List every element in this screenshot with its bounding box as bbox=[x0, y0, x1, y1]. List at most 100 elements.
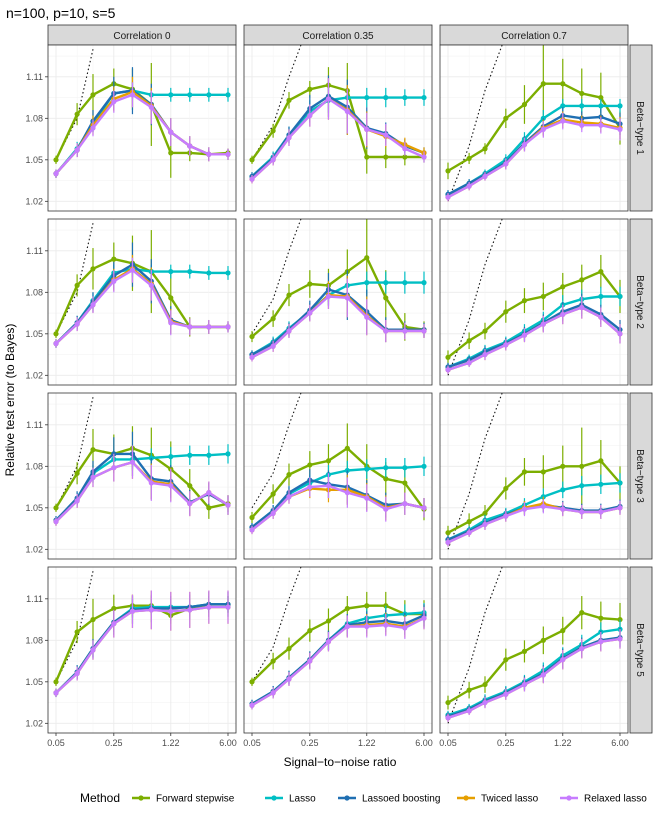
data-point bbox=[74, 629, 80, 635]
data-point bbox=[225, 451, 231, 457]
y-tick-label: 1.02 bbox=[25, 544, 43, 554]
data-point bbox=[187, 143, 193, 149]
data-point bbox=[383, 328, 389, 334]
data-point bbox=[540, 637, 546, 643]
panel-background bbox=[244, 567, 432, 733]
row-strip bbox=[629, 392, 653, 560]
data-point bbox=[225, 604, 231, 610]
data-point bbox=[307, 310, 313, 316]
series-line bbox=[447, 637, 621, 719]
data-point bbox=[168, 483, 174, 489]
data-point bbox=[579, 304, 585, 311]
data-point bbox=[270, 658, 276, 664]
data-point bbox=[598, 314, 604, 320]
data-point bbox=[364, 255, 370, 261]
data-point bbox=[503, 309, 509, 315]
data-point bbox=[521, 142, 528, 148]
data-point bbox=[598, 94, 604, 101]
legend-label: Lassoed boosting bbox=[362, 794, 440, 805]
panel-plot-area bbox=[445, 567, 623, 724]
data-point bbox=[53, 331, 59, 337]
data-point bbox=[307, 484, 313, 490]
legend-item: Lassoed boosting bbox=[338, 794, 440, 805]
legend-label: Lasso bbox=[289, 794, 316, 805]
data-point bbox=[421, 328, 427, 334]
data-point bbox=[482, 699, 488, 706]
data-point bbox=[286, 135, 292, 141]
panel-border bbox=[47, 218, 237, 386]
data-point bbox=[90, 302, 96, 308]
data-point bbox=[53, 505, 59, 511]
panel-background bbox=[48, 45, 236, 211]
data-point bbox=[129, 92, 136, 98]
panel-border bbox=[439, 218, 629, 386]
series-line bbox=[447, 505, 621, 544]
data-point bbox=[325, 639, 332, 645]
panel bbox=[47, 392, 237, 560]
data-point bbox=[540, 672, 546, 678]
series-relaxed-lasso bbox=[445, 296, 623, 374]
bayes-dotted-curve bbox=[251, 45, 302, 161]
data-point bbox=[249, 527, 255, 533]
data-point bbox=[402, 480, 408, 486]
y-tick-label: 1.02 bbox=[25, 196, 43, 206]
data-point bbox=[90, 447, 96, 453]
data-point bbox=[187, 501, 193, 507]
data-point bbox=[206, 604, 212, 610]
panel-plot-area bbox=[53, 571, 231, 698]
chart-title: n=100, p=10, s=5 bbox=[6, 5, 116, 21]
y-tick-label: 1.08 bbox=[25, 113, 43, 123]
data-point bbox=[466, 687, 472, 693]
panel bbox=[439, 392, 629, 560]
y-tick-label: 1.11 bbox=[26, 246, 43, 256]
data-point bbox=[402, 501, 408, 507]
data-point bbox=[383, 154, 389, 160]
data-point bbox=[482, 681, 488, 688]
series-relaxed-lasso bbox=[249, 607, 427, 710]
data-point bbox=[364, 154, 370, 160]
data-point bbox=[598, 615, 604, 621]
data-point bbox=[540, 321, 546, 327]
data-point bbox=[540, 469, 546, 475]
series-forward-stepwise bbox=[445, 254, 623, 365]
data-point bbox=[90, 125, 96, 131]
panel-plot-area bbox=[53, 49, 231, 178]
data-point bbox=[445, 168, 451, 174]
series-line bbox=[251, 256, 425, 338]
data-point bbox=[206, 270, 212, 276]
data-point bbox=[402, 328, 408, 334]
data-point bbox=[560, 311, 566, 318]
data-point bbox=[579, 610, 585, 616]
data-point bbox=[521, 469, 528, 475]
data-point bbox=[270, 316, 276, 322]
y-axis-label: Relative test error (to Bayes) bbox=[3, 324, 17, 477]
data-point bbox=[148, 607, 154, 613]
panel-background bbox=[48, 567, 236, 733]
row-strip bbox=[629, 218, 653, 386]
data-point bbox=[90, 474, 96, 480]
series-relaxed-lasso bbox=[249, 78, 427, 184]
x-tick-label: 6.00 bbox=[415, 738, 433, 748]
data-point bbox=[466, 530, 472, 536]
panel-border bbox=[47, 566, 237, 734]
data-point bbox=[364, 94, 370, 101]
y-tick-label: 1.08 bbox=[25, 635, 43, 645]
data-point bbox=[503, 513, 509, 519]
data-point bbox=[445, 539, 451, 546]
data-point bbox=[579, 509, 585, 515]
y-tick-label: 1.02 bbox=[25, 718, 43, 728]
series-relaxed-lasso bbox=[53, 82, 231, 178]
panel bbox=[47, 218, 237, 386]
data-point bbox=[286, 494, 292, 500]
data-point bbox=[521, 101, 528, 108]
series-forward-stepwise bbox=[445, 596, 623, 710]
data-point bbox=[270, 491, 276, 497]
data-point bbox=[344, 108, 350, 114]
data-point bbox=[579, 463, 585, 469]
data-point bbox=[53, 340, 59, 347]
x-tick-label: 6.00 bbox=[611, 738, 629, 748]
data-point bbox=[598, 268, 604, 275]
data-point bbox=[421, 615, 427, 621]
data-point bbox=[90, 92, 96, 98]
